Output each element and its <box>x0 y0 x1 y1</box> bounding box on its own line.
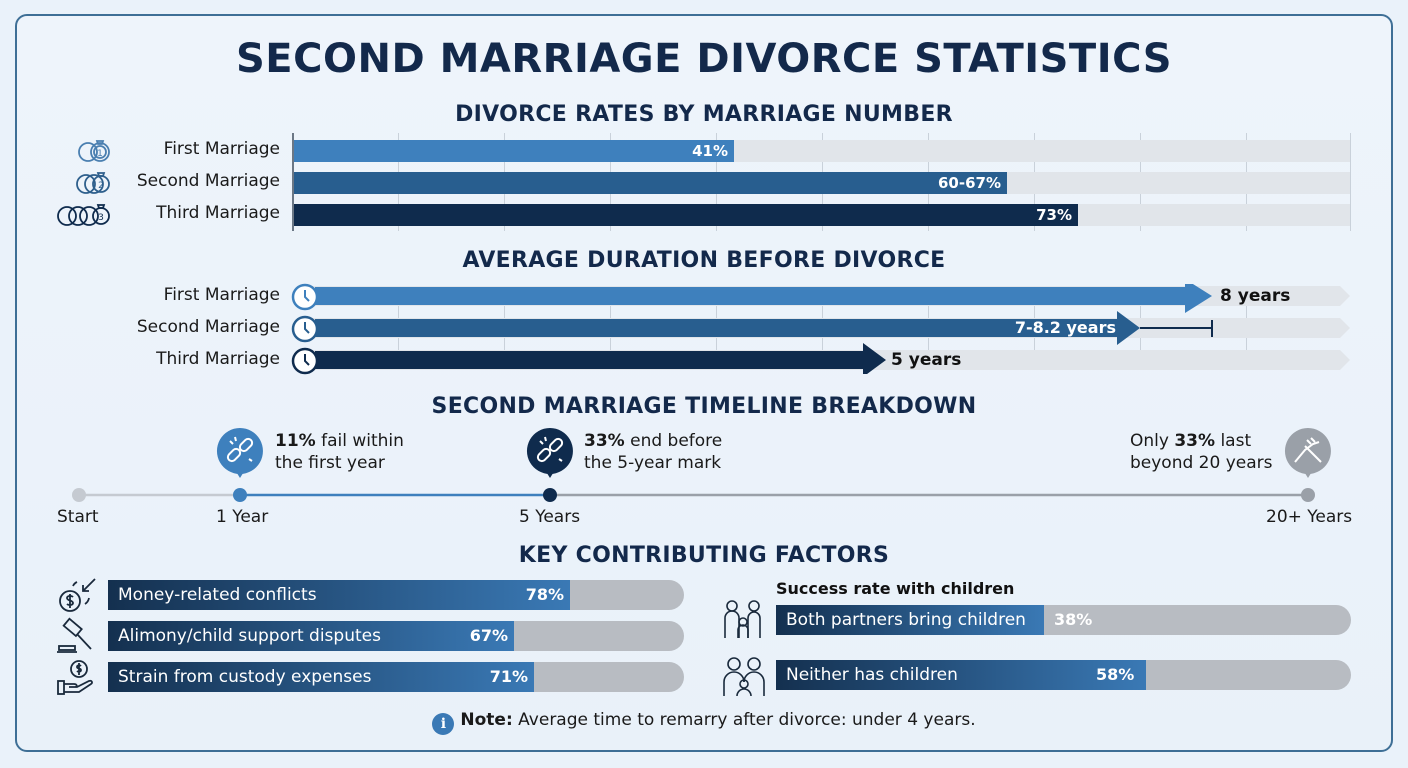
note-text: Average time to remarry after divorce: u… <box>512 710 976 730</box>
rate-row-label: Second Marriage <box>136 171 280 191</box>
svg-text:3: 3 <box>98 213 104 223</box>
factor-track: Strain from custody expenses 71% <box>108 662 684 692</box>
children-bar-neither: Neither has children <box>776 660 1146 690</box>
factor-bar-alimony: Alimony/child support disputes 67% <box>108 621 514 651</box>
factor-value: 78% <box>525 585 564 604</box>
rings-1-icon: 1 <box>78 140 110 162</box>
stat-text: Only <box>1130 431 1175 451</box>
factor-bar-money: Money-related conflicts 78% <box>108 580 570 610</box>
timeline-title: SECOND MARRIAGE TIMELINE BREAKDOWN <box>431 394 977 419</box>
clock-icon <box>291 315 319 343</box>
factor-label: Strain from custody expenses <box>118 667 372 687</box>
timeline-label-20-years: 20+ Years <box>1266 507 1353 527</box>
factor-track: Money-related conflicts 78% <box>108 580 684 610</box>
stat-text: the 5-year mark <box>584 453 722 473</box>
clock-icon <box>291 283 319 311</box>
duration-value-second: 7-8.2 years <box>1014 318 1116 337</box>
stat-value: 33% <box>1174 431 1216 451</box>
rate-bar-second: 60-67% <box>294 172 1007 194</box>
factor-track: Alimony/child support disputes 67% <box>108 621 684 651</box>
children-value: 58% <box>1096 665 1135 684</box>
footnote: i Note: Average time to remarry after div… <box>0 710 1408 735</box>
clock-icon <box>291 347 319 375</box>
duration-tracks <box>300 284 1350 374</box>
children-value: 38% <box>1054 610 1093 629</box>
stat-text: beyond 20 years <box>1130 453 1273 473</box>
money-icon <box>59 578 96 612</box>
stat-value: 11% <box>275 431 316 451</box>
children-label: Both partners bring children <box>786 610 1026 630</box>
timeline-line <box>72 488 1315 502</box>
broken-chain-icon <box>216 428 263 478</box>
svg-text:1: 1 <box>97 149 103 159</box>
duration-row-label: First Marriage <box>163 285 280 305</box>
rings-3-icon: 3 <box>57 204 110 226</box>
stat-text: the first year <box>275 453 385 473</box>
page-title: SECOND MARRIAGE DIVORCE STATISTICS <box>235 36 1173 82</box>
rings-2-icon: 2 <box>76 172 110 194</box>
duration-value-first: 8 years <box>1220 286 1291 306</box>
children-label: Neither has children <box>786 665 958 685</box>
y-axis-line <box>292 133 294 231</box>
children-track: Neither has children 58% <box>776 660 1351 690</box>
factor-value: 67% <box>469 626 508 645</box>
family-icon <box>723 657 765 697</box>
rate-bar-third: 73% <box>294 204 1078 226</box>
factor-value: 71% <box>489 667 528 686</box>
info-icon: i <box>432 713 455 735</box>
duration-value-third: 5 years <box>891 350 962 370</box>
children-bar-both: Both partners bring children <box>776 605 1044 635</box>
factor-label: Alimony/child support disputes <box>118 626 381 646</box>
timeline-label-5-years: 5 Years <box>519 507 581 527</box>
stat-value: 33% <box>584 431 625 451</box>
timeline-label-start: Start <box>57 507 99 527</box>
stat-text: fail within <box>315 431 404 451</box>
broken-chain-icon <box>526 428 573 478</box>
children-subtitle: Success rate with children <box>776 579 1015 598</box>
rate-row-label: First Marriage <box>163 139 280 159</box>
duration-row-label: Third Marriage <box>156 349 280 369</box>
factor-bar-custody: Strain from custody expenses 71% <box>108 662 534 692</box>
children-track: Both partners bring children 38% <box>776 605 1351 635</box>
duration-row-label: Second Marriage <box>136 317 280 337</box>
note-label: Note: <box>460 710 513 730</box>
stat-text: last <box>1215 431 1252 451</box>
divorce-rates-title: DIVORCE RATES BY MARRIAGE NUMBER <box>455 102 953 127</box>
timeline-annotation-1-year: 11% fail within the first year <box>275 430 404 474</box>
family-icon <box>724 600 761 638</box>
rate-row-label: Third Marriage <box>156 203 280 223</box>
timeline-annotation-5-years: 33% end before the 5-year mark <box>584 430 722 474</box>
gridline <box>1350 133 1351 231</box>
timeline-annotation-20-years: Only 33% last beyond 20 years <box>1130 430 1273 474</box>
factors-title: KEY CONTRIBUTING FACTORS <box>518 543 890 568</box>
duration-title: AVERAGE DURATION BEFORE DIVORCE <box>462 248 946 273</box>
hand-coin-icon <box>57 660 93 695</box>
rate-bar-first: 41% <box>294 140 734 162</box>
handshake-icon <box>1284 428 1331 478</box>
stat-text: end before <box>624 431 723 451</box>
svg-text:2: 2 <box>98 181 104 191</box>
gavel-icon <box>57 617 92 653</box>
timeline-label-1-year: 1 Year <box>216 507 269 527</box>
factor-label: Money-related conflicts <box>118 585 317 605</box>
